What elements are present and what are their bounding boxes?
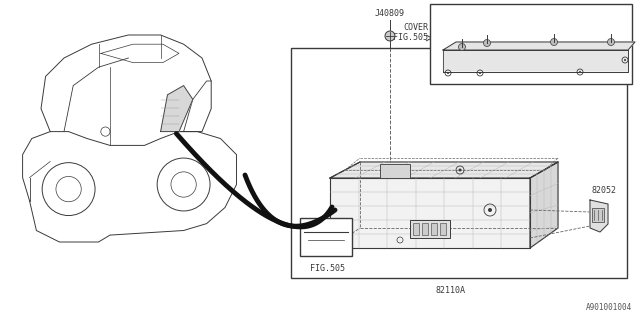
Bar xyxy=(300,218,352,256)
Bar xyxy=(422,223,428,235)
Bar xyxy=(410,220,450,238)
Polygon shape xyxy=(443,42,635,50)
Polygon shape xyxy=(161,86,193,132)
Text: J40809: J40809 xyxy=(375,9,405,18)
Bar xyxy=(380,164,410,178)
Bar xyxy=(431,223,437,235)
Circle shape xyxy=(550,38,557,45)
Polygon shape xyxy=(590,200,608,232)
Circle shape xyxy=(579,71,581,73)
Text: 82110A: 82110A xyxy=(435,286,465,295)
Text: COVER: COVER xyxy=(403,23,428,33)
Circle shape xyxy=(624,59,626,61)
Circle shape xyxy=(607,38,614,45)
Polygon shape xyxy=(530,162,558,248)
Circle shape xyxy=(385,31,395,41)
Text: 82052: 82052 xyxy=(591,186,616,195)
Circle shape xyxy=(488,208,492,212)
Bar xyxy=(413,223,419,235)
Circle shape xyxy=(458,169,461,172)
Bar xyxy=(291,48,627,278)
Circle shape xyxy=(479,72,481,74)
Text: FIG.505: FIG.505 xyxy=(393,33,428,42)
Bar xyxy=(440,223,446,235)
Circle shape xyxy=(458,44,465,51)
Polygon shape xyxy=(330,178,530,248)
Circle shape xyxy=(483,39,490,46)
Polygon shape xyxy=(443,50,628,72)
Circle shape xyxy=(447,72,449,74)
Bar xyxy=(430,4,632,84)
Text: FIG.505: FIG.505 xyxy=(310,264,345,273)
Bar xyxy=(592,208,604,222)
Polygon shape xyxy=(330,162,558,178)
Text: A901001004: A901001004 xyxy=(586,303,632,312)
